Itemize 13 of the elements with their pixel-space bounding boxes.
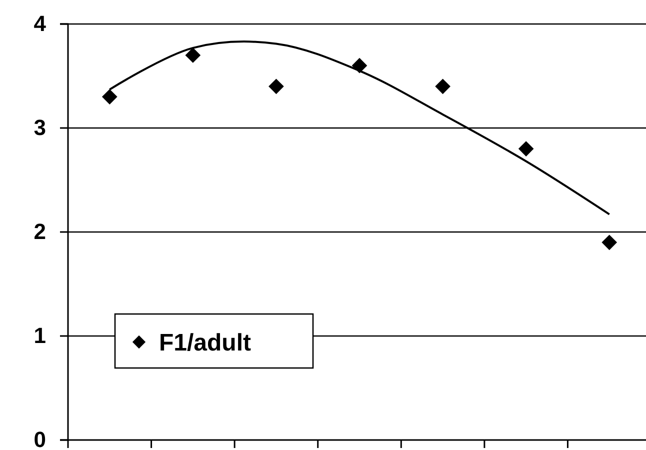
y-tick-label: 4: [34, 11, 47, 36]
point: [435, 78, 450, 94]
point: [518, 141, 534, 156]
y-tick-label: 3: [34, 115, 46, 140]
point: [102, 89, 118, 104]
y-tick-label: 2: [34, 219, 46, 244]
point: [602, 234, 618, 250]
point: [185, 48, 201, 63]
point: [268, 78, 284, 94]
legend-label: F1/adult: [159, 330, 252, 357]
point: [352, 58, 368, 74]
y-tick-label: 0: [34, 427, 46, 450]
y-tick-label: 1: [34, 323, 46, 348]
